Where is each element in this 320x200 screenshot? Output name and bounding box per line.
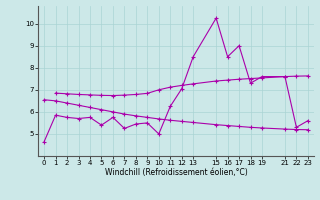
X-axis label: Windchill (Refroidissement éolien,°C): Windchill (Refroidissement éolien,°C) — [105, 168, 247, 177]
